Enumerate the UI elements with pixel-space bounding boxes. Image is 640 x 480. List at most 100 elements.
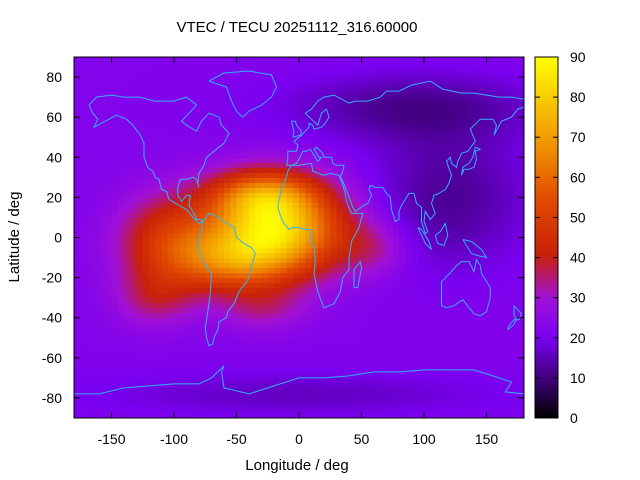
heatmap-cell — [330, 382, 338, 389]
heatmap-cell — [136, 127, 144, 133]
heatmap-cell — [474, 407, 481, 414]
heatmap-cell — [242, 327, 250, 334]
heatmap-cell — [186, 362, 194, 369]
heatmap-cell — [211, 182, 219, 188]
heatmap-cell — [105, 162, 113, 168]
heatmap-cell — [224, 382, 231, 389]
heatmap-cell — [299, 392, 306, 399]
heatmap-cell — [149, 67, 156, 73]
heatmap-cell — [330, 367, 338, 374]
heatmap-cell — [267, 67, 275, 73]
heatmap-cell — [105, 82, 113, 88]
heatmap-cell — [461, 172, 469, 178]
heatmap-cell — [167, 72, 175, 78]
heatmap-cell — [430, 182, 438, 188]
heatmap-cell — [299, 232, 306, 239]
heatmap-cell — [111, 387, 119, 394]
heatmap-cell — [211, 282, 219, 289]
heatmap-cell — [211, 407, 219, 414]
heatmap-cell — [436, 392, 444, 399]
heatmap-cell — [155, 337, 163, 344]
heatmap-cell — [130, 72, 138, 78]
heatmap-cell — [380, 117, 388, 123]
heatmap-cell — [249, 377, 256, 384]
heatmap-cell — [242, 162, 250, 168]
heatmap-cell — [136, 337, 144, 344]
heatmap-cell — [299, 157, 306, 163]
heatmap-cell — [230, 337, 238, 344]
heatmap-cell — [99, 77, 106, 83]
heatmap-cell — [217, 382, 225, 389]
heatmap-cell — [236, 387, 244, 394]
heatmap-cell — [292, 407, 300, 414]
heatmap-cell — [286, 107, 294, 113]
heatmap-cell — [411, 377, 419, 384]
heatmap-cell — [424, 152, 431, 158]
heatmap-cell — [86, 277, 94, 284]
heatmap-cell — [342, 92, 350, 98]
heatmap-cell — [442, 112, 450, 118]
heatmap-cell — [349, 297, 356, 304]
heatmap-cell — [261, 147, 269, 153]
heatmap-cell — [136, 267, 144, 274]
heatmap-cell — [80, 387, 88, 394]
heatmap-cell — [474, 62, 481, 68]
heatmap-cell — [267, 392, 275, 399]
heatmap-cell — [342, 267, 350, 274]
heatmap-cell — [336, 312, 344, 319]
heatmap-cell — [192, 262, 200, 269]
heatmap-cell — [236, 82, 244, 88]
heatmap-cell — [355, 377, 363, 384]
heatmap-cell — [374, 357, 381, 364]
heatmap-cell — [161, 377, 169, 384]
heatmap-cell — [205, 272, 213, 279]
heatmap-cell — [167, 277, 175, 284]
heatmap-cell — [417, 252, 425, 259]
heatmap-cell — [399, 282, 406, 289]
heatmap-cell — [167, 187, 175, 193]
heatmap-cell — [386, 132, 394, 138]
heatmap-cell — [417, 407, 425, 414]
heatmap-cell — [474, 267, 481, 274]
heatmap-cell — [436, 307, 444, 314]
heatmap-cell — [242, 257, 250, 264]
heatmap-cell — [274, 382, 281, 389]
heatmap-cell — [199, 122, 206, 128]
heatmap-cell — [236, 137, 244, 143]
heatmap-cell — [455, 262, 463, 269]
heatmap-cell — [455, 92, 463, 98]
heatmap-cell — [292, 327, 300, 334]
heatmap-cell — [361, 157, 369, 163]
heatmap-cell — [505, 372, 513, 379]
heatmap-cell — [474, 107, 481, 113]
heatmap-cell — [399, 262, 406, 269]
heatmap-cell — [374, 297, 381, 304]
heatmap-cell — [242, 287, 250, 294]
heatmap-cell — [399, 382, 406, 389]
heatmap-cell — [224, 412, 231, 418]
heatmap-cell — [411, 202, 419, 209]
heatmap-cell — [230, 357, 238, 364]
heatmap-cell — [492, 362, 500, 369]
heatmap-cell — [92, 372, 100, 379]
heatmap-cell — [467, 132, 475, 138]
heatmap-cell — [155, 217, 163, 224]
heatmap-cell — [174, 387, 181, 394]
heatmap-cell — [211, 177, 219, 183]
heatmap-cell — [317, 347, 325, 354]
heatmap-cell — [74, 152, 81, 158]
heatmap-cell — [224, 77, 231, 83]
heatmap-cell — [161, 412, 169, 418]
heatmap-cell — [211, 262, 219, 269]
heatmap-cell — [367, 77, 375, 83]
heatmap-cell — [361, 287, 369, 294]
heatmap-cell — [355, 207, 363, 214]
heatmap-cell — [261, 262, 269, 269]
heatmap-cell — [505, 367, 513, 374]
heatmap-cell — [336, 152, 344, 158]
heatmap-cell — [80, 287, 88, 294]
heatmap-cell — [455, 322, 463, 329]
heatmap-cell — [255, 312, 263, 319]
heatmap-cell — [417, 297, 425, 304]
heatmap-cell — [211, 272, 219, 279]
